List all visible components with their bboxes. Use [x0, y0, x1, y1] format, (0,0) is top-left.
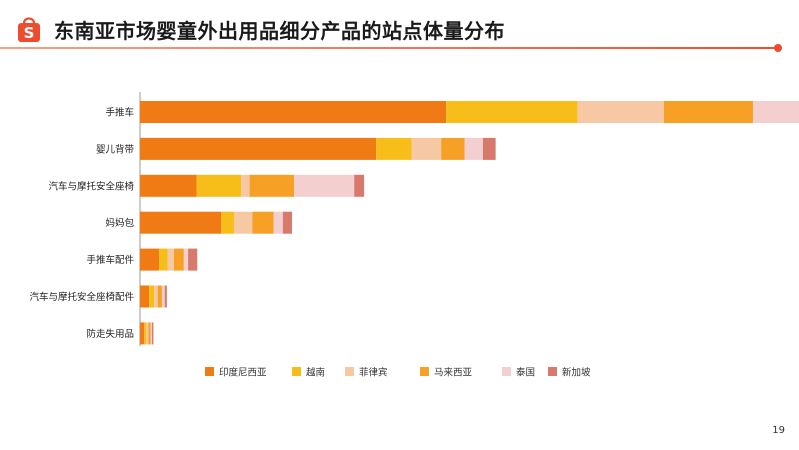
bar-segment	[140, 285, 150, 308]
bar-segment	[150, 322, 153, 345]
bar-segment	[149, 285, 155, 308]
category-label: 防走失用品	[86, 328, 134, 340]
shopee-bag-icon: S	[18, 17, 40, 42]
bar-segment	[446, 101, 578, 123]
legend-label: 印度尼西亚	[219, 367, 267, 379]
bar-segment	[252, 211, 274, 234]
title-divider	[0, 47, 779, 49]
legend-label: 马来西亚	[434, 368, 473, 379]
bar-segment	[221, 211, 235, 234]
bar-segment	[376, 137, 412, 160]
bar-segment	[752, 101, 799, 123]
bar-segment	[196, 174, 242, 197]
legend-label: 菲律宾	[359, 367, 388, 379]
bar-segment	[140, 101, 447, 123]
category-label: 妈妈包	[105, 217, 134, 229]
legend-swatch	[292, 367, 301, 376]
bar-segment	[157, 285, 162, 308]
bar-area	[139, 92, 799, 346]
title-divider-dot	[774, 44, 782, 52]
bar-segment	[188, 248, 198, 271]
category-label: 汽车与摩托安全座椅	[48, 180, 134, 192]
bar-segment	[140, 248, 160, 271]
legend-swatch	[345, 367, 354, 376]
bar-segment	[294, 174, 355, 197]
page-number: 19	[772, 425, 785, 436]
page-title: 东南亚市场婴童外出用品细分产品的站点体量分布	[54, 19, 505, 43]
bar-segment	[482, 137, 496, 160]
legend-label: 越南	[306, 367, 325, 379]
bar-segment	[183, 248, 189, 271]
bar-segment	[577, 101, 664, 123]
bar-segment	[140, 211, 222, 234]
bar-segment	[464, 137, 483, 160]
bar-segment	[173, 248, 184, 271]
bar-segment	[354, 174, 365, 197]
legend-swatch	[420, 367, 429, 376]
bar-segment	[164, 285, 167, 308]
bar-segment	[273, 211, 283, 234]
category-label: 婴儿背带	[96, 143, 135, 155]
category-label: 汽车与摩托安全座椅配件	[29, 291, 134, 303]
bar-segment	[411, 137, 442, 160]
category-label: 手推车配件	[86, 254, 134, 266]
bar-segment	[282, 211, 292, 234]
legend: 印度尼西亚 越南 菲律宾 马来西亚 泰国 新加坡	[205, 367, 591, 379]
bar-segment	[167, 248, 174, 271]
legend-label: 新加坡	[562, 367, 591, 379]
bar-segment	[152, 322, 154, 345]
bar-segment	[159, 248, 168, 271]
bar-segment	[144, 322, 147, 345]
category-label: 手推车	[105, 107, 134, 119]
legend-swatch	[205, 367, 214, 376]
bar-segment	[154, 285, 158, 308]
bar-segment	[441, 137, 465, 160]
svg-text:S: S	[24, 24, 35, 42]
bar-segment	[161, 285, 165, 308]
bar-segment	[140, 174, 197, 197]
legend-swatch	[548, 367, 557, 376]
bar-segment	[146, 322, 149, 345]
bar-segment	[241, 174, 250, 197]
bar-segment	[663, 101, 753, 123]
bar-segment	[148, 322, 151, 345]
bar-segment	[140, 322, 145, 345]
legend-swatch	[502, 367, 511, 376]
bar-segment	[234, 211, 253, 234]
bar-segment	[249, 174, 295, 197]
legend-label: 泰国	[516, 367, 535, 379]
bar-segment	[140, 137, 377, 160]
